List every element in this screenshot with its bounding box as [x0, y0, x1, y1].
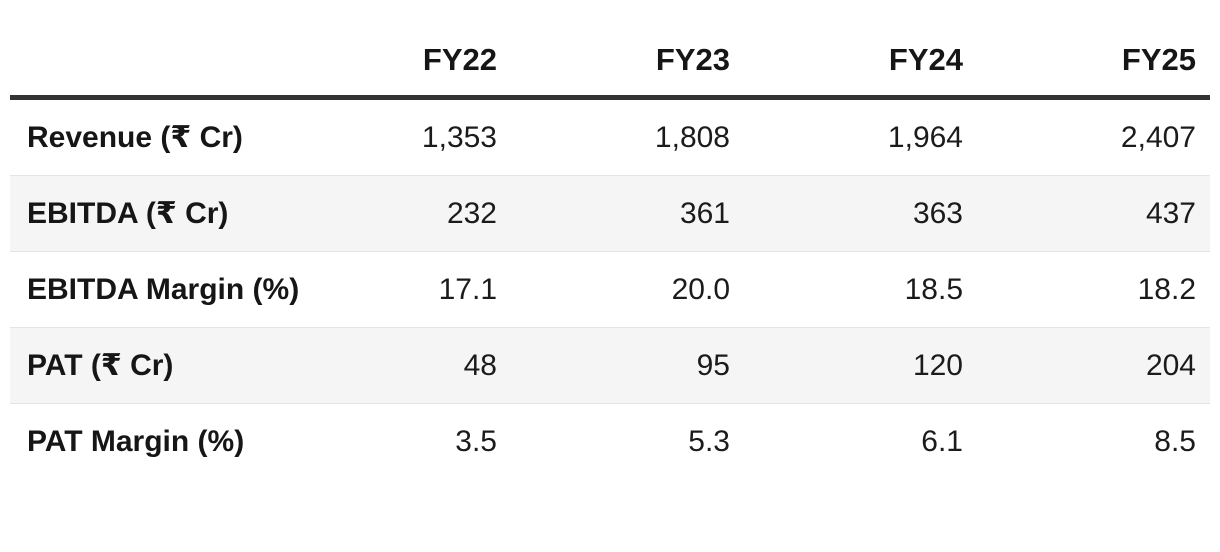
row-label: EBITDA (₹ Cr): [27, 197, 229, 230]
row-label: PAT (₹ Cr): [27, 349, 174, 382]
cell-value: 120: [912, 348, 963, 382]
cell-value: 1,964: [887, 120, 963, 154]
cell-value: 20.0: [671, 272, 730, 306]
table-header-row: FY22 FY23 FY24 FY25: [10, 25, 1210, 100]
cell-value: 18.5: [904, 272, 963, 306]
cell-value: 363: [912, 196, 963, 230]
cell-value: 1,353: [421, 120, 497, 154]
table-row-pat: PAT (₹ Cr) 48 95 120 204: [10, 328, 1210, 404]
row-label: EBITDA Margin (%): [27, 272, 300, 306]
row-label: PAT Margin (%): [27, 425, 245, 458]
cell-value: 95: [696, 348, 730, 382]
row-label: Revenue (₹ Cr): [27, 121, 243, 154]
column-header-fy22: FY22: [422, 42, 497, 77]
cell-value: 437: [1145, 196, 1196, 230]
cell-value: 8.5: [1154, 425, 1196, 458]
cell-value: 6.1: [921, 425, 963, 458]
cell-value: 204: [1145, 348, 1196, 382]
table-row-revenue: Revenue (₹ Cr) 1,353 1,808 1,964 2,407: [10, 100, 1210, 176]
cell-value: 3.5: [455, 425, 497, 458]
column-header-fy23: FY23: [655, 42, 730, 77]
cell-value: 232: [446, 196, 497, 230]
table-row-pat-margin: PAT Margin (%) 3.5 5.3 6.1 8.5: [10, 404, 1210, 480]
column-header-fy25: FY25: [1121, 42, 1196, 77]
column-header-fy24: FY24: [888, 42, 963, 77]
financials-table: FY22 FY23 FY24 FY25 Revenue (₹ Cr) 1,353…: [10, 25, 1210, 480]
cell-value: 1,808: [654, 120, 730, 154]
cell-value: 48: [463, 348, 497, 382]
cell-value: 17.1: [438, 272, 497, 306]
cell-value: 5.3: [688, 425, 730, 458]
cell-value: 361: [679, 196, 730, 230]
cell-value: 2,407: [1120, 120, 1196, 154]
cell-value: 18.2: [1137, 272, 1196, 306]
table-row-ebitda-margin: EBITDA Margin (%) 17.1 20.0 18.5 18.2: [10, 252, 1210, 328]
table-row-ebitda: EBITDA (₹ Cr) 232 361 363 437: [10, 176, 1210, 252]
